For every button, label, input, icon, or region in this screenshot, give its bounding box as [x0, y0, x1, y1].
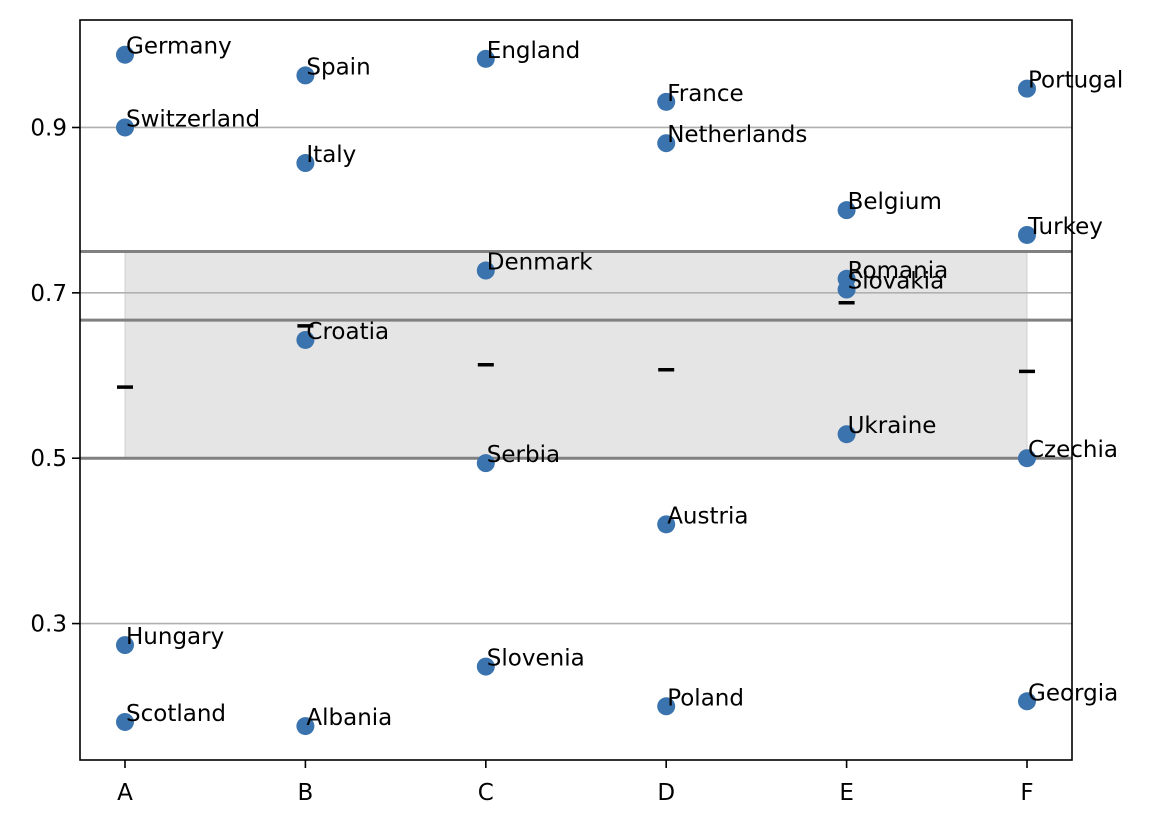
- point-label-romania: Romania: [848, 258, 949, 284]
- shaded-band: [124, 251, 1028, 459]
- point-serbia: [476, 454, 495, 473]
- point-slovakia: [837, 280, 856, 299]
- point-croatia: [296, 330, 315, 349]
- point-switzerland: [116, 118, 134, 137]
- point-netherlands: [657, 134, 676, 153]
- point-label-slovenia: Slovenia: [487, 646, 585, 672]
- x-tick-label-e: E: [839, 780, 854, 806]
- x-tick-label-f: F: [1020, 780, 1033, 806]
- reference-line-layer: [80, 250, 1072, 460]
- point-label-ukraine: Ukraine: [848, 413, 937, 439]
- point-label-layer: Germany Switzerland Hungary Scotland Spain It…: [126, 34, 1123, 731]
- point-label-germany: Germany: [126, 34, 232, 60]
- point-spain: [296, 66, 315, 85]
- point-label-belgium: Belgium: [848, 189, 942, 215]
- point-label-england: England: [487, 38, 580, 64]
- axis-layer: A B C D E F 0.3 0.5 0.7 0.9: [30, 115, 1033, 806]
- point-label-netherlands: Netherlands: [667, 122, 807, 148]
- point-poland: [657, 697, 676, 716]
- point-denmark: [476, 261, 495, 280]
- point-england: [476, 49, 495, 68]
- point-turkey: [1018, 225, 1036, 244]
- point-austria: [657, 515, 676, 534]
- point-italy: [296, 154, 315, 173]
- y-tick-label-0-5: 0.5: [30, 446, 67, 472]
- point-czechia: [1018, 449, 1036, 468]
- x-tick-label-d: D: [657, 780, 675, 806]
- point-albania: [296, 717, 315, 736]
- point-germany: [116, 45, 134, 64]
- point-slovenia: [476, 657, 495, 676]
- point-scotland: [116, 712, 134, 731]
- x-tick-label-b: B: [298, 780, 314, 806]
- y-tick-label-0-9: 0.9: [30, 115, 67, 141]
- point-label-slovakia: Slovakia: [848, 269, 945, 295]
- plot-frame: [79, 19, 1073, 761]
- point-layer: [116, 45, 1036, 736]
- point-label-serbia: Serbia: [487, 442, 560, 468]
- point-label-austria: Austria: [667, 503, 748, 529]
- point-label-denmark: Denmark: [487, 250, 593, 276]
- point-label-italy: Italy: [306, 142, 356, 168]
- point-hungary: [116, 636, 134, 655]
- y-tick-label-0-7: 0.7: [30, 281, 67, 307]
- point-georgia: [1018, 692, 1036, 711]
- point-label-albania: Albania: [306, 705, 392, 731]
- point-label-portugal: Portugal: [1028, 68, 1123, 94]
- mean-marker-layer: [117, 301, 1035, 389]
- point-label-france: France: [667, 81, 743, 107]
- point-label-croatia: Croatia: [306, 319, 389, 345]
- point-label-poland: Poland: [667, 685, 744, 711]
- point-label-czechia: Czechia: [1028, 437, 1118, 463]
- point-label-spain: Spain: [306, 54, 370, 80]
- point-portugal: [1018, 79, 1036, 98]
- point-france: [657, 92, 676, 111]
- y-tick-label-0-3: 0.3: [30, 612, 67, 638]
- band-layer: [124, 251, 1028, 459]
- x-tick-label-a: A: [117, 780, 133, 806]
- point-label-scotland: Scotland: [126, 701, 226, 727]
- point-label-turkey: Turkey: [1027, 214, 1103, 240]
- point-label-switzerland: Switzerland: [126, 106, 260, 132]
- point-belgium: [837, 201, 856, 220]
- point-label-georgia: Georgia: [1028, 680, 1118, 706]
- point-label-hungary: Hungary: [126, 624, 224, 650]
- x-tick-label-c: C: [478, 780, 494, 806]
- point-ukraine: [837, 425, 856, 444]
